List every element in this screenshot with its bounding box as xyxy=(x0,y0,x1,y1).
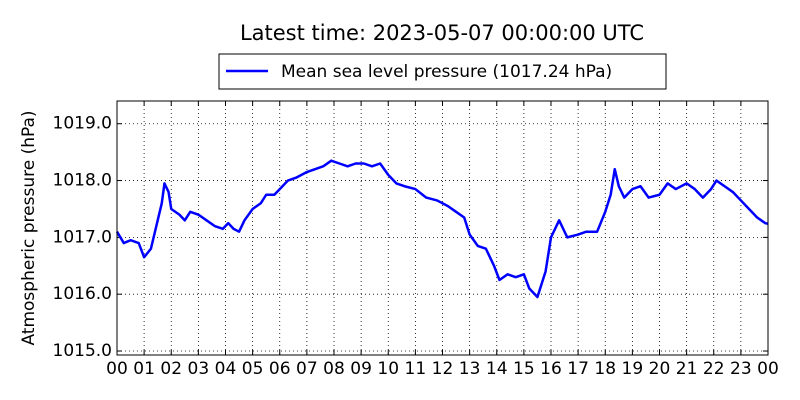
x-tick-label: 16 xyxy=(540,359,562,379)
x-tick-label: 14 xyxy=(486,359,508,379)
y-axis-label: Atmospheric pressure (hPa) xyxy=(19,110,39,345)
x-tick-label: 15 xyxy=(513,359,535,379)
x-tick-label: 04 xyxy=(215,359,237,379)
y-tick-label: 1019.0 xyxy=(53,114,112,134)
x-tick-label: 23 xyxy=(730,359,752,379)
x-tick-label: 08 xyxy=(323,359,345,379)
x-tick-label: 02 xyxy=(160,359,182,379)
x-tick-label: 22 xyxy=(703,359,725,379)
legend-box xyxy=(218,53,667,90)
x-tick-label: 20 xyxy=(649,359,671,379)
x-tick-label: 05 xyxy=(242,359,264,379)
x-tick-label: 01 xyxy=(133,359,155,379)
y-tick-label: 1016.0 xyxy=(53,284,112,304)
x-tick-label: 07 xyxy=(296,359,318,379)
y-tick-label: 1015.0 xyxy=(53,341,112,361)
x-tick-label: 18 xyxy=(594,359,616,379)
plot-frame xyxy=(116,100,769,356)
x-tick-label: 19 xyxy=(622,359,644,379)
data-line xyxy=(115,159,769,299)
chart-title: Latest time: 2023-05-07 00:00:00 UTC xyxy=(240,21,644,45)
x-tick-label: 00 xyxy=(757,359,779,379)
x-tick-label: 10 xyxy=(377,359,399,379)
x-tick-label: 00 xyxy=(106,359,128,379)
y-tick-label: 1017.0 xyxy=(53,227,112,247)
x-tick-label: 12 xyxy=(432,359,454,379)
y-tick-label: 1018.0 xyxy=(53,171,112,191)
x-tick-label: 17 xyxy=(567,359,589,379)
x-tick-label: 11 xyxy=(405,359,427,379)
legend-label: Mean sea level pressure (1017.24 hPa) xyxy=(281,62,612,82)
x-tick-label: 21 xyxy=(676,359,698,379)
x-tick-label: 09 xyxy=(350,359,372,379)
x-tick-label: 03 xyxy=(188,359,210,379)
x-tick-label: 13 xyxy=(459,359,481,379)
x-tick-label: 06 xyxy=(269,359,291,379)
